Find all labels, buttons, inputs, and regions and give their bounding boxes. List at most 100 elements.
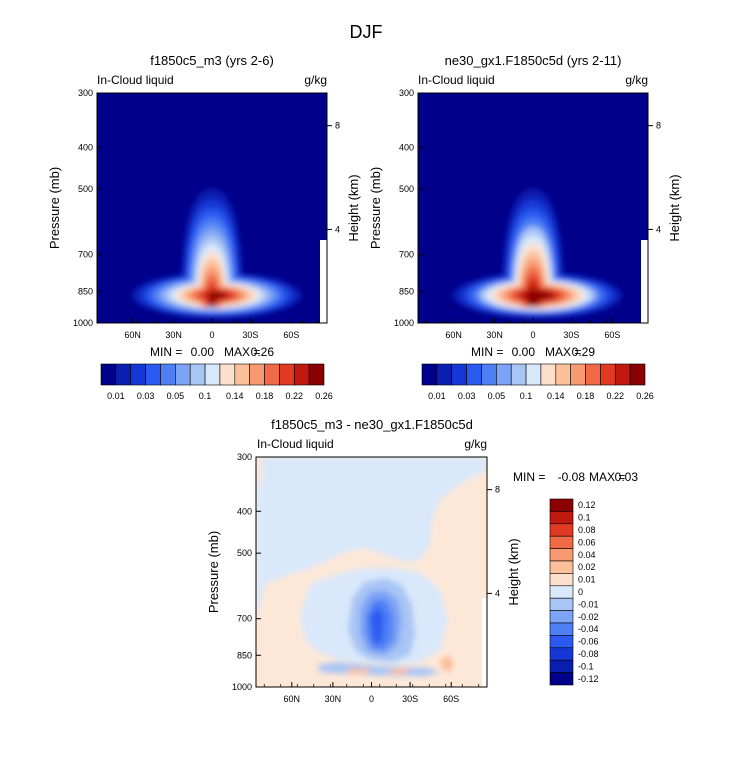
panel-left-variable-label: In-Cloud liquid [97, 73, 174, 87]
panel-left-xtick-label: 30N [165, 330, 182, 340]
panel-diff-colorbar-box [549, 585, 574, 599]
panel-left-min-label: MIN = [150, 345, 182, 359]
panel-right-colorbar-label: 0.05 [488, 391, 506, 401]
panel-diff-colorbar: 0.12 0.1 0.08 0.06 0.04 0.02 0.01 0 -0.01 -0.02 -0… [549, 498, 599, 686]
panel-right-colorbar-box [436, 363, 453, 386]
panel-diff-colorbar-label: 0.02 [578, 562, 596, 572]
panel-right-xtick-label: 60N [445, 330, 462, 340]
panel-diff-colorbar-label: 0.1 [578, 513, 591, 523]
panel-right-ticks: 300 400 500 700 850 1000 8 4 60N 30N 0 30S 60S [394, 88, 661, 340]
panel-left-min-value: 0.00 [191, 345, 215, 359]
panel-diff-colorbar-box [549, 498, 574, 512]
panel-left-ytick-right-label: 4 [335, 224, 340, 234]
panel-left-colorbar-label: 0.18 [256, 391, 274, 401]
panel-left-max-label: MAX = [224, 345, 260, 359]
panel-right-sheet-band-14 [529, 291, 547, 300]
panel-diff-colorbar-label: -0.1 [578, 661, 594, 671]
panel-diff-ylabel-right: Height (km) [506, 538, 521, 605]
panel-left-colorbar-label: 0.01 [107, 391, 125, 401]
panel-left-colorbar-label: 0.22 [286, 391, 304, 401]
panel-diff-colorbar-box [549, 523, 574, 537]
panel-left-colorbar-box [130, 363, 146, 386]
panel-left-colorbar-box [175, 363, 191, 386]
panel-right-colorbar-box [614, 363, 631, 386]
panel-right-min-value: 0.00 [512, 345, 536, 359]
panel-diff-title: f1850c5_m3 - ne30_gx1.F1850c5d [271, 417, 473, 432]
panel-right-xtick-label: 60S [604, 330, 620, 340]
panel-right-colorbar-label: 0.22 [607, 391, 625, 401]
panel-left-ylabel: Pressure (mb) [47, 167, 62, 249]
panel-diff-colorbar-label: -0.08 [578, 649, 599, 659]
panel-left-ticks: 300 400 500 700 850 1000 8 4 60N 30N 0 30S 60S [73, 88, 340, 340]
panel-left-colorbar: 0.01 0.03 0.05 0.1 0.14 0.18 0.22 0.26 [100, 363, 333, 401]
panel-left-xtick-label: 60N [124, 330, 141, 340]
panel-right-colorbar-box [540, 363, 557, 386]
panel-diff-ytick-right-label: 4 [495, 588, 500, 598]
panel-left-ytick-label: 500 [78, 184, 93, 194]
panel-right-ytick-right-label: 4 [656, 224, 661, 234]
panel-diff-colorbar-box [549, 622, 574, 636]
panel-diff-colorbar-label: -0.04 [578, 624, 599, 634]
panel-diff-colorbar-label: 0.04 [578, 550, 596, 560]
panel-right-colorbar-label: 0.26 [636, 391, 654, 401]
panel-left: f1850c5_m3 (yrs 2-6) In-Cloud liquid g/k… [47, 53, 361, 401]
panel-diff-colorbar-box [549, 647, 574, 661]
panel-left-xtick-label: 60S [283, 330, 299, 340]
panel-left-ytick-label: 850 [78, 286, 93, 296]
panel-diff-colorbar-label: 0.08 [578, 525, 596, 535]
panel-left-colorbar-label: 0.03 [137, 391, 155, 401]
panel-left-colorbar-box [189, 363, 206, 386]
panel-diff: f1850c5_m3 - ne30_gx1.F1850c5d In-Cloud … [206, 417, 638, 704]
panel-diff-colorbar-label: 0.12 [578, 500, 596, 510]
panel-left-contour-group [131, 188, 302, 319]
panel-diff-colorbar-box [549, 635, 574, 649]
panel-right-colorbar-box [510, 363, 527, 386]
panel-left-colorbar-box [115, 363, 132, 386]
panel-diff-contour-field [256, 457, 487, 687]
figure-title: DJF [350, 22, 383, 42]
panel-right-colorbar-box [555, 363, 571, 386]
panel-diff-ytick-label: 400 [237, 506, 252, 516]
panel-right-xtick-label: 0 [530, 330, 535, 340]
panel-right-ytick-label: 1000 [394, 318, 414, 328]
panel-diff-missing-region [482, 598, 487, 687]
panel-right-plume-band-14 [530, 297, 536, 307]
panel-right-xtick-label: 30N [486, 330, 503, 340]
panel-left-colorbar-box [234, 363, 250, 386]
panel-left-ytick-label: 400 [78, 142, 93, 152]
panel-left-ytick-label: 300 [78, 88, 93, 98]
panel-left-units-label: g/kg [304, 73, 327, 87]
diff-neg-upper-region [262, 457, 487, 585]
panel-right-title: ne30_gx1.F1850c5d (yrs 2-11) [445, 53, 622, 68]
panel-left-colorbar-label: 0.26 [315, 391, 333, 401]
panel-right-colorbar-box [600, 363, 616, 386]
panel-right: ne30_gx1.F1850c5d (yrs 2-11) In-Cloud li… [368, 53, 682, 401]
panel-right-ylabel-right: Height (km) [667, 174, 682, 241]
diff-neg-level5-region [370, 606, 384, 645]
panel-right-colorbar: 0.01 0.03 0.05 0.1 0.14 0.18 0.22 0.26 [421, 363, 654, 401]
panel-right-colorbar-box [451, 363, 467, 386]
panel-diff-ytick-label: 700 [237, 614, 252, 624]
panel-diff-colorbar-box [549, 573, 574, 587]
panel-left-colorbar-box [308, 363, 325, 386]
panel-diff-xtick-label: 60N [284, 694, 301, 704]
panel-diff-colorbar-label: 0 [578, 587, 583, 597]
panel-left-ytick-right-label: 8 [335, 121, 340, 131]
panel-left-colorbar-box [279, 363, 295, 386]
panel-right-colorbar-label: 0.18 [577, 391, 595, 401]
panel-diff-xtick-label: 30N [325, 694, 342, 704]
panel-left-colorbar-box [249, 363, 265, 386]
panel-diff-min-label: MIN = [513, 470, 545, 484]
panel-left-colorbar-box [293, 363, 310, 386]
panel-diff-colorbar-box [549, 511, 574, 525]
panel-diff-max-label: MAX = [589, 470, 625, 484]
panel-diff-min-value: -0.08 [558, 470, 586, 484]
panel-right-colorbar-box [421, 363, 438, 386]
panel-right-colorbar-box [481, 363, 497, 386]
panel-left-colorbar-box [160, 363, 176, 386]
panel-diff-ytick-right-label: 8 [495, 485, 500, 495]
panel-right-ytick-label: 850 [399, 286, 414, 296]
panel-left-colorbar-box [204, 363, 221, 386]
panel-right-colorbar-label: 0.1 [520, 391, 533, 401]
panel-right-min-label: MIN = [471, 345, 503, 359]
